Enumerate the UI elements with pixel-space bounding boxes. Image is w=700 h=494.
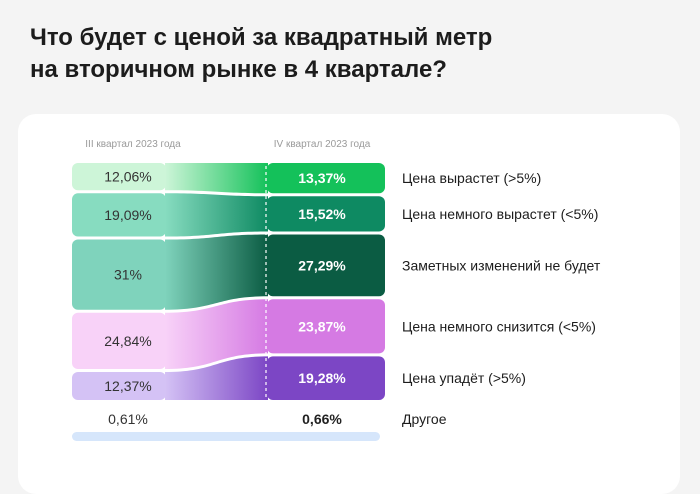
q3-bar bbox=[72, 239, 166, 310]
chart-svg: 12,06% 13,37% Цена вырастет (>5%) 19,09% 15,… bbox=[72, 139, 601, 441]
q3-bar bbox=[72, 312, 166, 369]
flow-band bbox=[165, 299, 268, 369]
q3-value-label-other: 0,61% bbox=[108, 411, 148, 427]
category-label: Цена вырастет (>5%) bbox=[402, 170, 541, 186]
category-label: Цена упадёт (>5%) bbox=[402, 370, 526, 386]
q3-value-label: 19,09% bbox=[104, 207, 151, 223]
q3-value-label: 12,37% bbox=[104, 378, 151, 394]
q3-value-label: 24,84% bbox=[104, 333, 151, 349]
q3-value-label: 31% bbox=[114, 267, 142, 283]
q4-value-label: 19,28% bbox=[298, 370, 346, 386]
chart-title: Что будет с ценой за квадратный метр на … bbox=[30, 22, 590, 86]
other-strip bbox=[72, 432, 380, 441]
title-line-2: на вторичном рынке в 4 квартале? bbox=[30, 56, 447, 83]
q4-value-label-other: 0,66% bbox=[302, 411, 342, 427]
flow-band bbox=[165, 234, 268, 310]
category-label-other: Другое bbox=[402, 411, 447, 427]
category-label: Заметных изменений не будет bbox=[402, 257, 601, 273]
q4-value-label: 23,87% bbox=[298, 318, 346, 334]
q4-bar bbox=[267, 196, 385, 232]
flow-band bbox=[165, 163, 268, 194]
title-line-1: Что будет с ценой за квадратный метр bbox=[30, 24, 493, 51]
q4-bar bbox=[267, 163, 385, 194]
flow-band bbox=[165, 356, 268, 400]
q4-value-label: 13,37% bbox=[298, 170, 346, 186]
category-label: Цена немного вырастет (<5%) bbox=[402, 206, 598, 222]
q4-value-label: 27,29% bbox=[298, 257, 346, 273]
q3-value-label: 12,06% bbox=[104, 169, 151, 185]
q3-bar bbox=[72, 163, 166, 191]
q4-bar bbox=[267, 299, 385, 354]
q4-value-label: 15,52% bbox=[298, 206, 346, 222]
q4-bar bbox=[267, 356, 385, 400]
column-header-q4: IV квартал 2023 года bbox=[274, 139, 371, 150]
category-label: Цена немного снизится (<5%) bbox=[402, 318, 596, 334]
q3-bar bbox=[72, 371, 166, 400]
flow-band bbox=[165, 193, 268, 237]
q3-bar bbox=[72, 193, 166, 237]
column-header-q3: III квартал 2023 года bbox=[85, 139, 181, 150]
q4-bar bbox=[267, 234, 385, 297]
